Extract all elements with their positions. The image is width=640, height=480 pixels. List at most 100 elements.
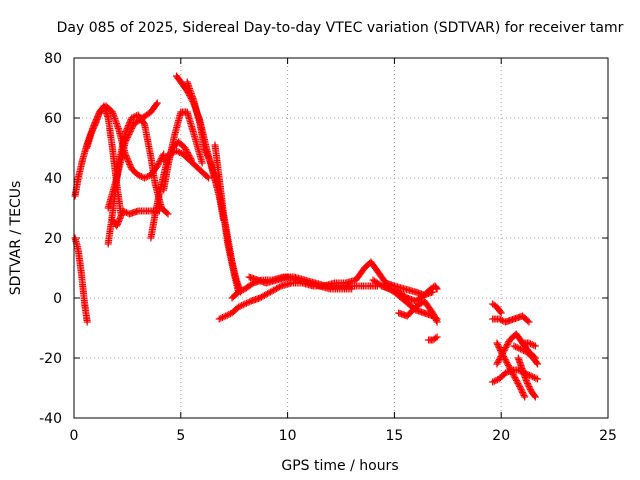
data-point	[124, 132, 132, 140]
data-point	[259, 292, 267, 300]
data-point	[215, 315, 223, 323]
data-point	[246, 298, 254, 306]
data-point	[140, 174, 148, 182]
series-s19	[425, 333, 441, 344]
data-point	[495, 357, 503, 365]
series-s21	[489, 312, 533, 326]
series-s9	[160, 108, 206, 194]
data-point	[515, 381, 523, 389]
data-point	[202, 149, 210, 156]
data-point	[532, 374, 540, 382]
data-point	[506, 367, 514, 375]
data-point	[503, 342, 511, 350]
data-point	[142, 173, 150, 181]
data-point	[236, 302, 244, 310]
data-point	[524, 380, 532, 387]
data-point	[117, 213, 125, 221]
data-point	[125, 159, 133, 167]
x-axis-label: GPS time / hours	[281, 458, 398, 474]
data-point	[203, 173, 211, 181]
series-s6	[108, 207, 163, 230]
data-point	[122, 137, 130, 144]
data-point	[527, 340, 535, 348]
data-point	[225, 311, 233, 318]
data-point	[494, 359, 502, 366]
data-point	[83, 318, 91, 326]
data-point	[383, 284, 391, 292]
series-s25	[510, 342, 542, 368]
data-point	[144, 173, 152, 180]
data-point	[523, 378, 531, 386]
data-point	[518, 346, 526, 354]
y-tick-label: -40	[39, 411, 62, 427]
data-point	[525, 383, 533, 390]
data-point	[262, 291, 270, 299]
data-point	[387, 286, 395, 294]
y-tick-label: 0	[53, 291, 62, 307]
data-point	[205, 155, 213, 162]
data-point	[518, 387, 526, 395]
data-point	[126, 161, 134, 168]
data-point	[490, 377, 498, 385]
data-point	[92, 117, 100, 125]
x-tick-label: 25	[599, 428, 617, 444]
data-point	[530, 341, 538, 349]
data-point	[136, 172, 144, 180]
data-point	[198, 159, 206, 167]
data-point	[241, 300, 249, 308]
data-point	[384, 285, 392, 293]
data-point	[123, 134, 131, 141]
data-point	[503, 341, 511, 348]
data-point	[124, 156, 132, 164]
data-point	[204, 152, 211, 159]
data-point	[126, 162, 134, 170]
data-point	[492, 377, 500, 384]
y-tick-label: 20	[44, 231, 62, 247]
data-point	[127, 126, 135, 134]
data-point	[386, 285, 394, 293]
data-point	[204, 153, 212, 161]
data-point	[128, 114, 136, 122]
data-point	[115, 218, 123, 225]
x-tick-label: 0	[70, 428, 79, 444]
data-point	[152, 100, 160, 108]
data-point	[515, 344, 523, 352]
data-point	[205, 156, 213, 164]
plot-frame	[73, 57, 609, 419]
series-s18	[395, 297, 441, 326]
data-point	[493, 339, 501, 347]
data-point	[529, 373, 537, 381]
data-point	[91, 119, 99, 126]
data-point	[526, 384, 534, 392]
data-point	[205, 174, 213, 182]
data-point	[432, 334, 440, 342]
data-point	[431, 314, 439, 321]
data-point	[533, 359, 541, 367]
x-tick-label: 15	[385, 428, 403, 444]
data-point	[153, 99, 161, 107]
data-point	[499, 348, 507, 356]
data-point	[202, 147, 210, 155]
data-point	[504, 360, 512, 368]
data-point	[504, 362, 512, 369]
data-point	[525, 318, 533, 326]
data-point	[501, 345, 509, 353]
data-point	[203, 150, 211, 158]
data-point	[137, 173, 145, 180]
data-point	[519, 390, 527, 398]
data-point	[89, 123, 97, 131]
data-point	[174, 148, 182, 156]
data-point	[504, 339, 512, 347]
data-point	[520, 392, 528, 399]
data-point	[217, 314, 225, 322]
chart-title: Day 085 of 2025, Sidereal Day-to-day VTE…	[57, 20, 624, 36]
data-point	[429, 309, 437, 317]
data-point	[348, 285, 356, 293]
data-point	[200, 144, 208, 152]
data-point	[514, 380, 522, 387]
data-point	[489, 378, 497, 386]
data-point	[182, 146, 190, 153]
data-point	[528, 341, 536, 348]
data-point	[499, 350, 507, 357]
